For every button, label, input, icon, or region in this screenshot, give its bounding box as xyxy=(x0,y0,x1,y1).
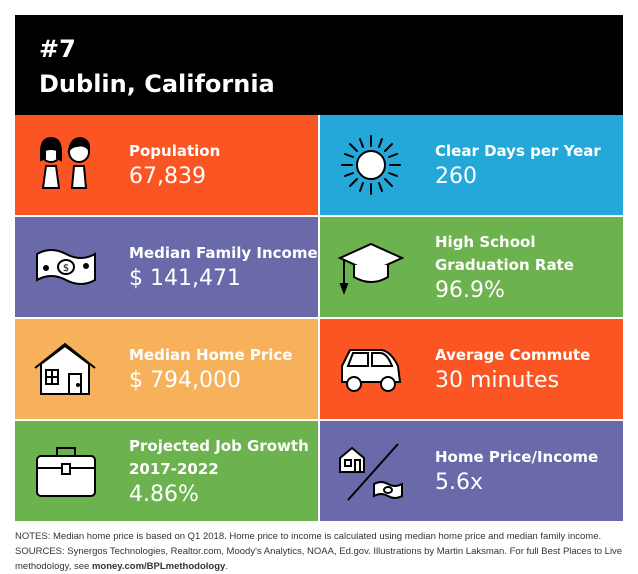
people-icon xyxy=(31,130,101,200)
tile-label: Clear Days per Year xyxy=(435,142,601,160)
header: #7 Dublin, California xyxy=(15,15,623,115)
methodology-link[interactable]: money.com/BPLmethodology xyxy=(91,561,226,572)
notes-text: NOTES: Median home price is based on Q1 … xyxy=(15,531,623,572)
tile-value: 96.9% xyxy=(435,277,505,303)
svg-text:$: $ xyxy=(63,263,69,274)
notes-end: . xyxy=(225,561,228,572)
tile-value: $ 141,471 xyxy=(129,266,241,291)
tile-label: High School Graduation Rate xyxy=(435,232,574,274)
tile-population: Population 67,839 xyxy=(15,115,318,215)
tile-value: $ 794,000 xyxy=(129,368,241,393)
stats-grid: Population 67,839 xyxy=(15,115,623,521)
tile-median-family-income: $ Median Family Income $ 141,471 xyxy=(15,217,318,317)
tile-value: 67,839 xyxy=(129,164,206,189)
tile-value: 260 xyxy=(435,164,477,189)
house-over-money-icon xyxy=(336,436,406,506)
tile-value: 5.6x xyxy=(435,470,484,495)
briefcase-icon xyxy=(31,436,101,506)
house-icon xyxy=(31,334,101,404)
tile-graduation-rate: High School Graduation Rate 96.9% xyxy=(320,217,623,317)
tile-label: Population xyxy=(129,142,221,160)
rank: #7 xyxy=(39,35,76,63)
city-card: #7 Dublin, California Population 67,839 xyxy=(15,15,623,574)
tile-home-price-income: Home Price/Income 5.6x xyxy=(320,421,623,521)
tile-value: 30 minutes xyxy=(435,368,560,393)
tile-average-commute: Average Commute 30 minutes xyxy=(320,319,623,419)
tile-job-growth: Projected Job Growth 2017-2022 4.86% xyxy=(15,421,318,521)
tile-label: Median Family Income xyxy=(129,244,318,262)
money-icon: $ xyxy=(31,232,101,302)
tile-clear-days: Clear Days per Year 260 xyxy=(320,115,623,215)
graduation-cap-icon xyxy=(336,232,406,302)
tile-label: Home Price/Income xyxy=(435,448,599,466)
tile-value: 4.86% xyxy=(129,481,199,507)
tile-median-home-price: Median Home Price $ 794,000 xyxy=(15,319,318,419)
tile-label: Median Home Price xyxy=(129,346,293,364)
tile-label: Projected Job Growth 2017-2022 xyxy=(129,436,309,478)
sun-icon xyxy=(336,130,406,200)
car-icon xyxy=(336,334,406,404)
city-name: Dublin, California xyxy=(39,70,275,98)
notes: NOTES: Median home price is based on Q1 … xyxy=(15,529,623,574)
tile-label: Average Commute xyxy=(435,346,591,364)
